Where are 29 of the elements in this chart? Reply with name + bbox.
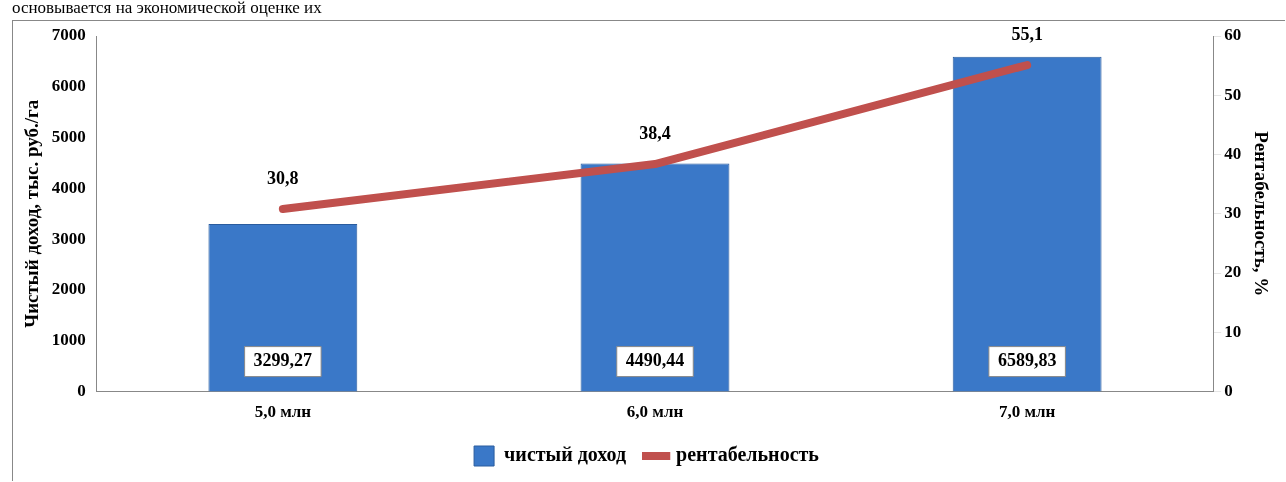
y2-tick-label: 30 — [1224, 203, 1242, 223]
y-tick-label: 0 — [77, 380, 86, 400]
y2-tick-label: 20 — [1224, 262, 1242, 282]
x-tick-label: 7,0 млн — [998, 402, 1056, 422]
y-tick-label: 4000 — [51, 177, 86, 197]
data-label: 55,1 — [1011, 23, 1043, 44]
data-label: 3299,27 — [253, 350, 313, 371]
y-tick-label: 5000 — [51, 126, 86, 146]
y-tick-label: 3000 — [51, 228, 86, 248]
y-tick-label: 2000 — [51, 279, 86, 299]
x-tick-label: 5,0 млн — [254, 402, 312, 422]
y2-tick-label: 60 — [1224, 25, 1242, 45]
y2-axis-title: Рентабельность, % — [1250, 131, 1272, 297]
data-label: 30,8 — [267, 167, 299, 188]
legend-label: рентабельность — [676, 443, 820, 467]
y-axis-title: Чистый доход, тыс. руб./га — [21, 99, 43, 328]
y2-tick-label: 40 — [1224, 143, 1242, 163]
y-tick-label: 1000 — [51, 330, 86, 350]
y2-tick-label: 10 — [1224, 321, 1242, 341]
y2-tick-label: 50 — [1224, 84, 1242, 104]
x-tick-label: 6,0 млн — [626, 402, 684, 422]
legend-label: чистый доход — [504, 443, 627, 466]
data-label: 6589,83 — [997, 350, 1057, 371]
data-label: 4490,44 — [625, 350, 685, 371]
data-label: 38,4 — [639, 122, 671, 143]
text: основывается на экономической оценке их — [11, 0, 323, 19]
y2-tick-label: 0 — [1224, 380, 1233, 400]
y-tick-label: 7000 — [51, 25, 86, 45]
y-tick-label: 6000 — [51, 76, 86, 96]
